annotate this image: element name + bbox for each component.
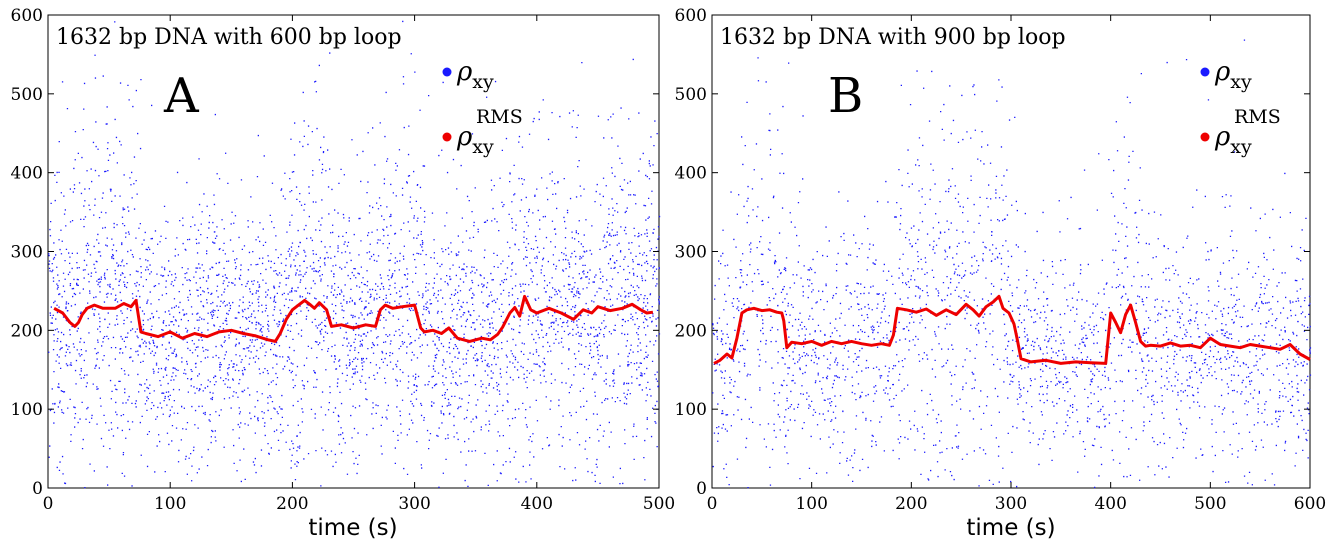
x-axis-label-b: time (s) bbox=[966, 515, 1055, 541]
rms-line-a bbox=[53, 294, 654, 343]
y-tick-label: 100 bbox=[675, 400, 707, 420]
x-tick-label: 400 bbox=[521, 494, 553, 514]
y-tick-label: 300 bbox=[11, 243, 43, 263]
rms-series-line bbox=[53, 294, 654, 343]
y-tick-label: 0 bbox=[32, 479, 43, 499]
scatter-dot-cloud bbox=[712, 39, 1312, 489]
panel-letter-a: A bbox=[163, 68, 200, 124]
panel-b: 0 100 200 300 400 500 600 0 100 200 300 400 500 600 1… bbox=[675, 6, 1327, 541]
legend-marker-rho-rms bbox=[442, 132, 452, 142]
scatter-dots-a bbox=[48, 20, 661, 489]
x-tick-label: 100 bbox=[154, 494, 186, 514]
panel-title-a: 1632 bp DNA with 600 bp loop bbox=[56, 25, 402, 50]
panel-letter-b: B bbox=[828, 68, 863, 124]
axes-ticks-b: 0 100 200 300 400 500 600 0 100 200 300 400 500 600 bbox=[675, 6, 1327, 514]
x-tick-label: 300 bbox=[995, 494, 1027, 514]
legend-label-rho: ρxy bbox=[456, 57, 494, 93]
scatter-dot-cloud bbox=[48, 20, 661, 489]
x-tick-label: 400 bbox=[1094, 494, 1126, 514]
x-tick-label: 500 bbox=[643, 494, 675, 514]
x-tick-label: 0 bbox=[43, 494, 54, 514]
panel-a: 0 100 200 300 400 500 0 100 200 300 400 500 600 1632… bbox=[11, 6, 676, 541]
x-tick-label: 600 bbox=[1294, 494, 1326, 514]
y-tick-label: 0 bbox=[696, 479, 707, 499]
panel-title-b: 1632 bp DNA with 900 bp loop bbox=[720, 25, 1066, 50]
x-axis-label-a: time (s) bbox=[308, 515, 397, 541]
scatter-dots-b bbox=[712, 39, 1312, 489]
axes-ticks-a: 0 100 200 300 400 500 0 100 200 300 400 500 600 bbox=[11, 6, 676, 514]
legend-b: ρxy ρxyRMS bbox=[1200, 57, 1281, 158]
x-tick-label: 100 bbox=[795, 494, 827, 514]
x-tick-label: 200 bbox=[276, 494, 308, 514]
rms-line-b bbox=[713, 294, 1311, 365]
x-tick-label: 300 bbox=[398, 494, 430, 514]
y-tick-label: 400 bbox=[675, 164, 707, 184]
y-tick-label: 500 bbox=[11, 85, 43, 105]
y-tick-label: 500 bbox=[675, 85, 707, 105]
legend-label-rho-rms: ρxyRMS bbox=[1214, 106, 1281, 158]
x-tick-label: 200 bbox=[895, 494, 927, 514]
y-tick-label: 200 bbox=[11, 321, 43, 341]
x-tick-label: 500 bbox=[1194, 494, 1226, 514]
y-tick-label: 200 bbox=[675, 321, 707, 341]
legend-a: ρxy ρxyRMS bbox=[442, 57, 523, 158]
legend-marker-rho bbox=[1200, 67, 1210, 77]
rms-series-line bbox=[713, 294, 1311, 365]
y-tick-label: 100 bbox=[11, 400, 43, 420]
x-tick-label: 0 bbox=[707, 494, 718, 514]
y-tick-label: 400 bbox=[11, 164, 43, 184]
y-tick-label: 300 bbox=[675, 243, 707, 263]
legend-marker-rho bbox=[442, 67, 452, 77]
y-tick-label: 600 bbox=[675, 6, 707, 26]
y-tick-label: 600 bbox=[11, 6, 43, 26]
legend-label-rho-rms: ρxyRMS bbox=[456, 106, 523, 158]
plot-frame-a bbox=[47, 14, 660, 489]
plot-frame-b bbox=[711, 14, 1311, 489]
legend-label-rho: ρxy bbox=[1214, 57, 1252, 93]
legend-marker-rho-rms bbox=[1200, 132, 1210, 142]
